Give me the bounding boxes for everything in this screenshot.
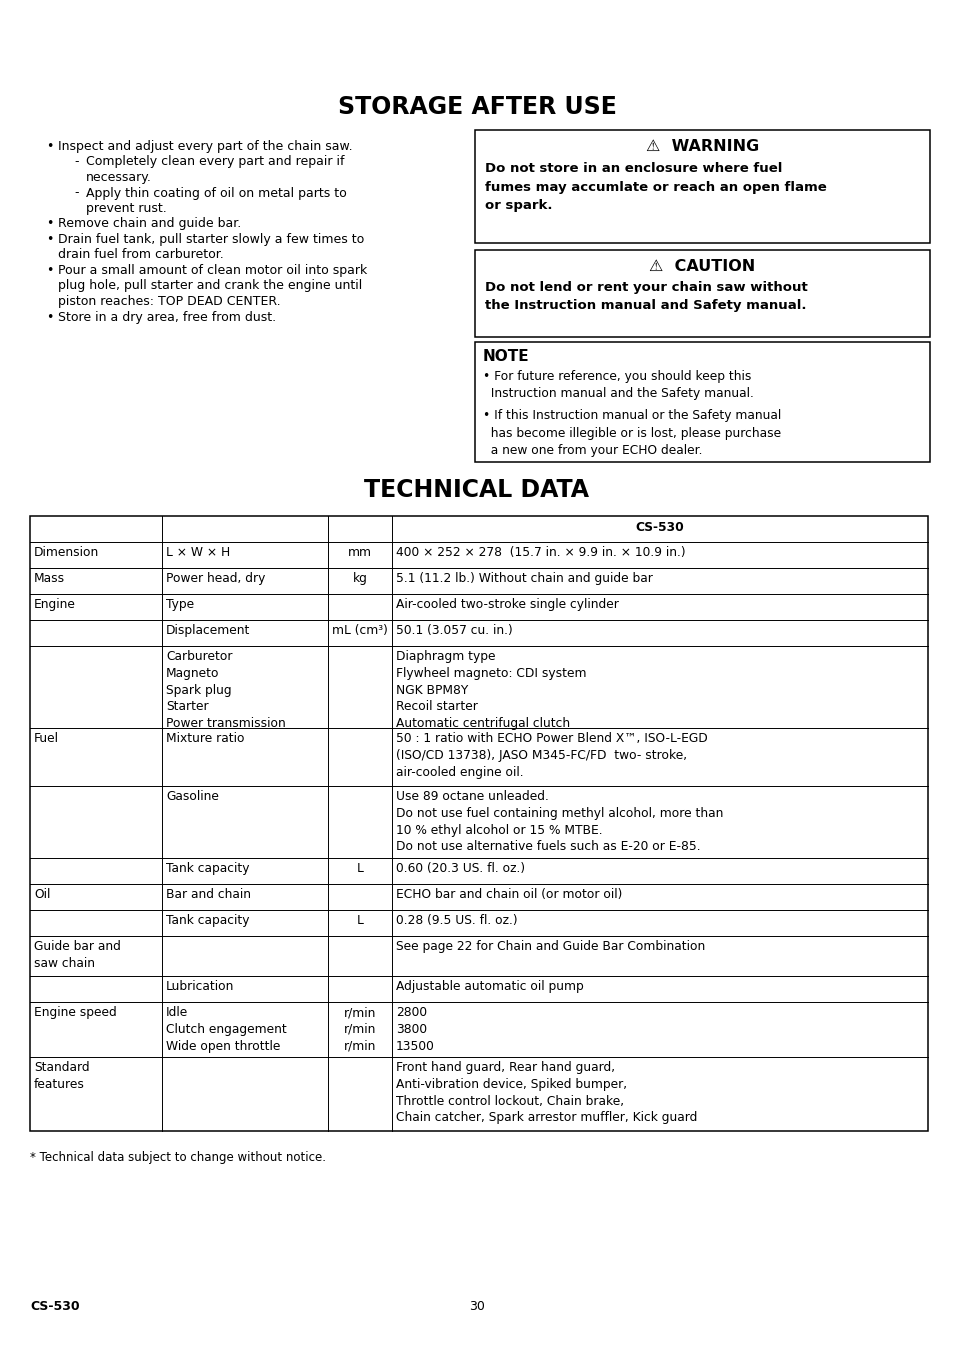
Text: ⚠  WARNING: ⚠ WARNING [645,139,759,154]
Text: L: L [356,915,363,927]
Text: Do not store in an enclosure where fuel
fumes may accumlate or reach an open fla: Do not store in an enclosure where fuel … [484,162,826,212]
Text: Mass: Mass [34,571,65,585]
Text: •: • [46,141,53,153]
Text: Power head, dry: Power head, dry [166,571,265,585]
Text: 0.60 (20.3 US. fl. oz.): 0.60 (20.3 US. fl. oz.) [395,862,524,875]
Text: Completely clean every part and repair if: Completely clean every part and repair i… [86,155,344,169]
Text: Idle
Clutch engagement
Wide open throttle: Idle Clutch engagement Wide open throttl… [166,1006,287,1052]
Text: Guide bar and
saw chain: Guide bar and saw chain [34,940,121,970]
Text: TECHNICAL DATA: TECHNICAL DATA [364,478,589,503]
Text: Air-cooled two-stroke single cylinder: Air-cooled two-stroke single cylinder [395,598,618,611]
Text: Lubrication: Lubrication [166,979,234,993]
Text: mm: mm [348,546,372,559]
Text: mL (cm³): mL (cm³) [332,624,388,638]
Text: -: - [74,186,78,200]
Text: * Technical data subject to change without notice.: * Technical data subject to change witho… [30,1151,326,1165]
Bar [475,342,929,462]
Text: Drain fuel tank, pull starter slowly a few times to: Drain fuel tank, pull starter slowly a f… [58,232,364,246]
Text: •: • [46,218,53,231]
Text: ⚠  CAUTION: ⚠ CAUTION [649,259,755,274]
Text: 2800
3800
13500: 2800 3800 13500 [395,1006,435,1052]
Text: STORAGE AFTER USE: STORAGE AFTER USE [337,95,616,119]
Text: Dimension: Dimension [34,546,99,559]
Text: CS-530: CS-530 [635,521,683,534]
Text: Tank capacity: Tank capacity [166,915,250,927]
Bar [475,250,929,336]
Text: Carburetor
Magneto
Spark plug
Starter
Power transmission: Carburetor Magneto Spark plug Starter Po… [166,650,286,730]
Text: 5.1 (11.2 lb.) Without chain and guide bar: 5.1 (11.2 lb.) Without chain and guide b… [395,571,652,585]
Text: L: L [356,862,363,875]
Text: NOTE: NOTE [482,349,529,363]
Text: r/min
r/min
r/min: r/min r/min r/min [343,1006,375,1052]
Text: • For future reference, you should keep this
  Instruction manual and the Safety: • For future reference, you should keep … [482,370,753,400]
Text: Remove chain and guide bar.: Remove chain and guide bar. [58,218,241,231]
Text: Oil: Oil [34,888,51,901]
Text: Tank capacity: Tank capacity [166,862,250,875]
Text: Apply thin coating of oil on metal parts to: Apply thin coating of oil on metal parts… [86,186,346,200]
Text: prevent rust.: prevent rust. [86,203,167,215]
Text: -: - [74,155,78,169]
Text: Pour a small amount of clean motor oil into spark: Pour a small amount of clean motor oil i… [58,263,367,277]
Text: Type: Type [166,598,193,611]
Text: plug hole, pull starter and crank the engine until: plug hole, pull starter and crank the en… [58,280,362,293]
Text: Do not lend or rent your chain saw without
the Instruction manual and Safety man: Do not lend or rent your chain saw witho… [484,281,807,312]
Bar [475,130,929,243]
Bar [30,516,927,1131]
Text: •: • [46,311,53,323]
Text: Front hand guard, Rear hand guard,
Anti-vibration device, Spiked bumper,
Throttl: Front hand guard, Rear hand guard, Anti-… [395,1061,697,1124]
Text: 50 : 1 ratio with ECHO Power Blend X™, ISO-L-EGD
(ISO/CD 13738), JASO M345-FC/FD: 50 : 1 ratio with ECHO Power Blend X™, I… [395,732,707,778]
Text: Standard
features: Standard features [34,1061,90,1090]
Text: 0.28 (9.5 US. fl. oz.): 0.28 (9.5 US. fl. oz.) [395,915,517,927]
Text: Gasoline: Gasoline [166,790,218,802]
Text: 400 × 252 × 278  (15.7 in. × 9.9 in. × 10.9 in.): 400 × 252 × 278 (15.7 in. × 9.9 in. × 10… [395,546,685,559]
Text: Fuel: Fuel [34,732,59,744]
Text: Adjustable automatic oil pump: Adjustable automatic oil pump [395,979,583,993]
Text: Engine: Engine [34,598,76,611]
Text: 50.1 (3.057 cu. in.): 50.1 (3.057 cu. in.) [395,624,512,638]
Text: kg: kg [353,571,367,585]
Text: Displacement: Displacement [166,624,250,638]
Text: • If this Instruction manual or the Safety manual
  has become illegible or is l: • If this Instruction manual or the Safe… [482,409,781,457]
Text: Diaphragm type
Flywheel magneto: CDI system
NGK BPM8Y
Recoil starter
Automatic c: Diaphragm type Flywheel magneto: CDI sys… [395,650,586,730]
Text: CS-530: CS-530 [30,1300,79,1313]
Text: •: • [46,232,53,246]
Text: L × W × H: L × W × H [166,546,230,559]
Text: ECHO bar and chain oil (or motor oil): ECHO bar and chain oil (or motor oil) [395,888,621,901]
Text: Mixture ratio: Mixture ratio [166,732,244,744]
Text: •: • [46,263,53,277]
Text: Engine speed: Engine speed [34,1006,116,1019]
Text: necessary.: necessary. [86,172,152,184]
Text: 30: 30 [469,1300,484,1313]
Text: piston reaches: TOP DEAD CENTER.: piston reaches: TOP DEAD CENTER. [58,295,280,308]
Text: See page 22 for Chain and Guide Bar Combination: See page 22 for Chain and Guide Bar Comb… [395,940,704,952]
Text: Use 89 octane unleaded.
Do not use fuel containing methyl alcohol, more than
10 : Use 89 octane unleaded. Do not use fuel … [395,790,722,854]
Text: drain fuel from carburetor.: drain fuel from carburetor. [58,249,224,262]
Text: Bar and chain: Bar and chain [166,888,251,901]
Text: Inspect and adjust every part of the chain saw.: Inspect and adjust every part of the cha… [58,141,353,153]
Text: Store in a dry area, free from dust.: Store in a dry area, free from dust. [58,311,275,323]
